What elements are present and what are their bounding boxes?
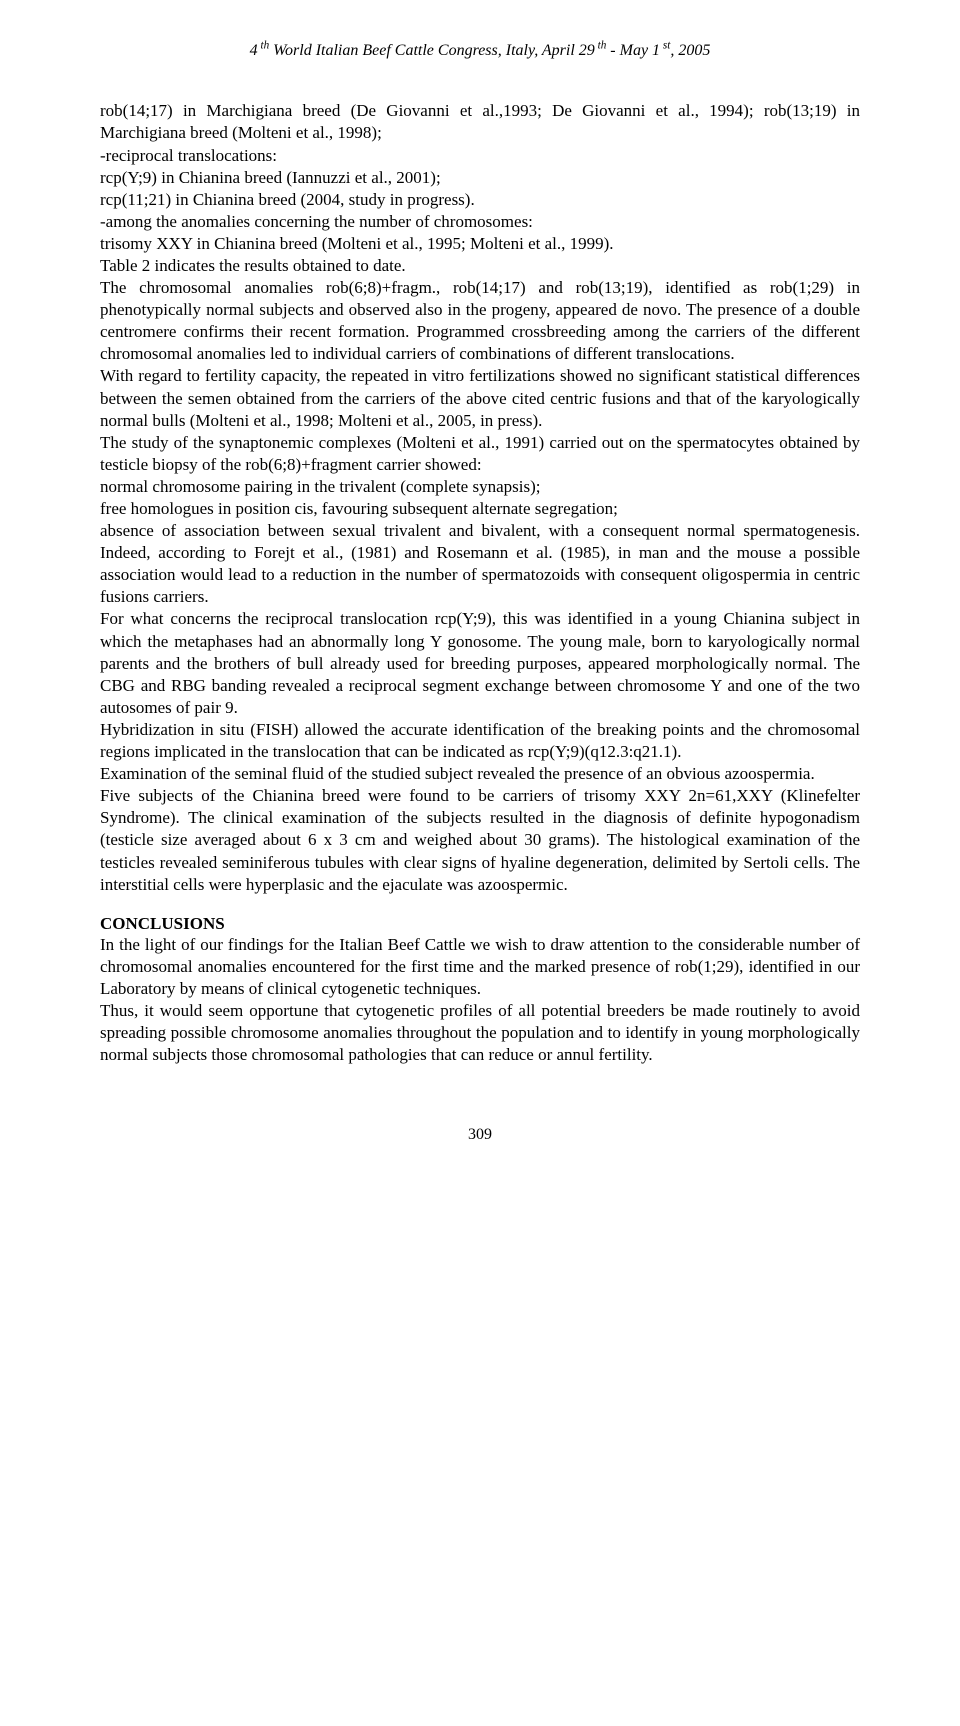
page-number: 309 bbox=[100, 1126, 860, 1144]
header-text: 4 th World Italian Beef Cattle Congress,… bbox=[250, 42, 711, 59]
paragraph: Table 2 indicates the results obtained t… bbox=[100, 255, 860, 277]
paragraph: rcp(Y;9) in Chianina breed (Iannuzzi et … bbox=[100, 167, 860, 189]
paragraph: -reciprocal translocations: bbox=[100, 145, 860, 167]
paragraph: With regard to fertility capacity, the r… bbox=[100, 365, 860, 431]
paragraph: absence of association between sexual tr… bbox=[100, 520, 860, 608]
paragraph: The chromosomal anomalies rob(6;8)+fragm… bbox=[100, 277, 860, 365]
paragraph: rob(14;17) in Marchigiana breed (De Giov… bbox=[100, 100, 860, 144]
paragraph: In the light of our findings for the Ita… bbox=[100, 934, 860, 1000]
paragraph: For what concerns the reciprocal translo… bbox=[100, 608, 860, 718]
page-header: 4 th World Italian Beef Cattle Congress,… bbox=[100, 40, 860, 60]
paragraph: Hybridization in situ (FISH) allowed the… bbox=[100, 719, 860, 763]
paragraph: normal chromosome pairing in the trivale… bbox=[100, 476, 860, 498]
conclusions-heading: CONCLUSIONS bbox=[100, 914, 860, 934]
paragraph: Thus, it would seem opportune that cytog… bbox=[100, 1000, 860, 1066]
paragraph: The study of the synaptonemic complexes … bbox=[100, 432, 860, 476]
paragraph: free homologues in position cis, favouri… bbox=[100, 498, 860, 520]
paragraph: rcp(11;21) in Chianina breed (2004, stud… bbox=[100, 189, 860, 211]
document-page: 4 th World Italian Beef Cattle Congress,… bbox=[0, 0, 960, 1204]
paragraph: -among the anomalies concerning the numb… bbox=[100, 211, 860, 233]
paragraph: trisomy XXY in Chianina breed (Molteni e… bbox=[100, 233, 860, 255]
paragraph: Five subjects of the Chianina breed were… bbox=[100, 785, 860, 895]
paragraph: Examination of the seminal fluid of the … bbox=[100, 763, 860, 785]
